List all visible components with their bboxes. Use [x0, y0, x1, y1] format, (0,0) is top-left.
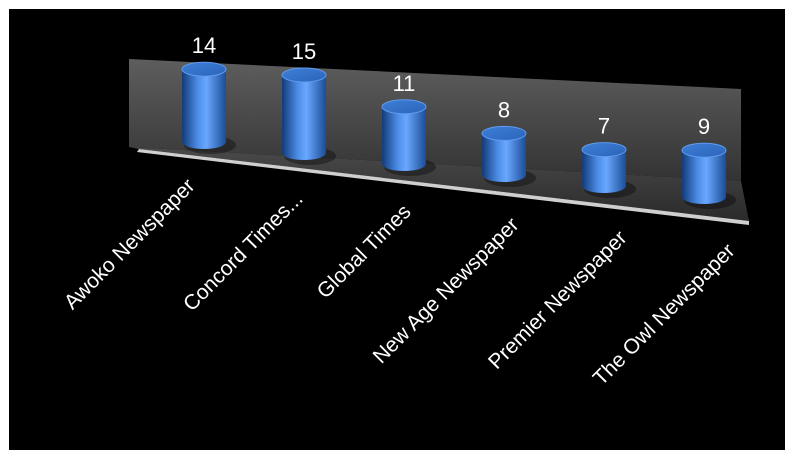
category-label: Concord Times...	[179, 187, 308, 316]
bars-group	[181, 61, 736, 209]
category-label: Awoko Newspaper	[60, 174, 200, 314]
bar-body	[282, 75, 326, 160]
chart-frame: 14 15 11 8 7 9 Awoko Newspaper Concord Times..…	[9, 9, 785, 450]
chart-floor-edge	[137, 149, 749, 225]
chart-floor	[129, 147, 749, 221]
bar-5	[681, 142, 736, 209]
data-label: 9	[698, 114, 710, 139]
bar-body	[682, 150, 726, 204]
data-label: 15	[292, 39, 316, 64]
data-label: 7	[598, 114, 610, 139]
bar-body	[582, 149, 626, 193]
bar-cap	[481, 125, 527, 141]
bar-2	[381, 99, 436, 176]
bar-body	[182, 69, 226, 149]
bar-3	[481, 125, 536, 187]
bar-cap	[181, 61, 227, 77]
bar-cap	[381, 99, 427, 115]
value-labels-group: 14 15 11 8 7 9	[192, 33, 710, 139]
bar-cap	[281, 67, 327, 83]
data-label: 8	[498, 97, 510, 122]
bar-1	[281, 67, 336, 165]
data-label: 11	[393, 71, 416, 96]
bar-body	[382, 106, 426, 171]
bar-cap	[581, 142, 627, 158]
bar-0	[181, 61, 236, 154]
category-label: Global Times	[313, 200, 416, 303]
data-label: 14	[192, 33, 216, 58]
bar-body	[482, 133, 526, 182]
category-label: Premier Newspaper	[484, 226, 631, 373]
bar-cap	[681, 142, 727, 158]
bar-4	[581, 142, 636, 198]
